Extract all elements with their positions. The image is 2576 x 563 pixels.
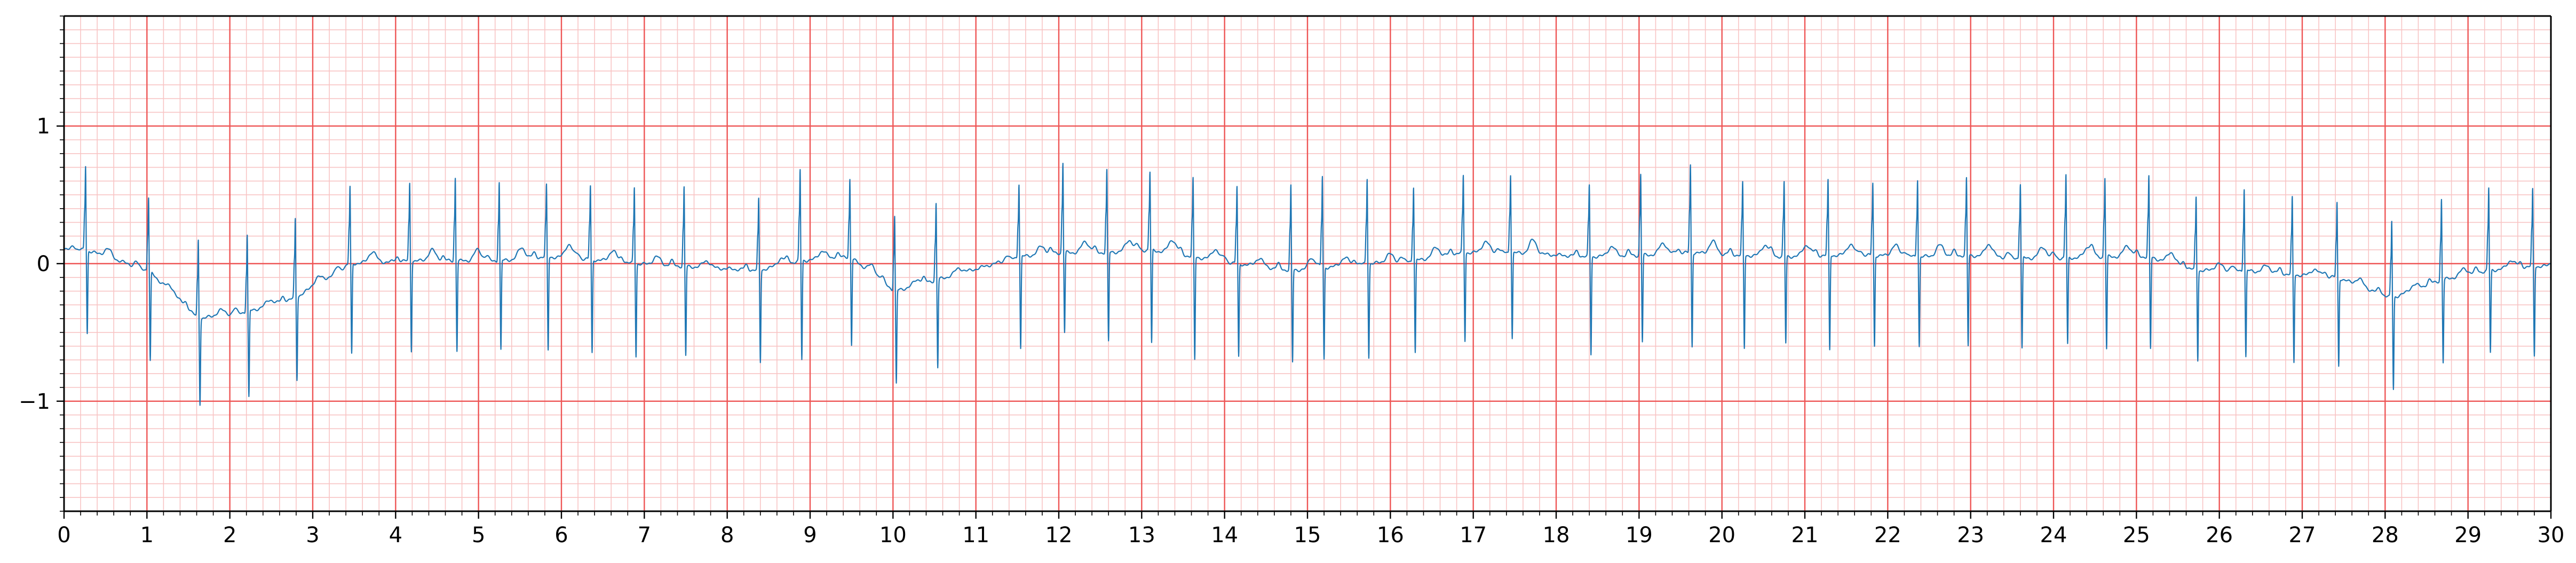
x-tick-label: 29: [2454, 523, 2482, 548]
x-tick-label: 11: [962, 523, 989, 548]
x-tick-label: 14: [1211, 523, 1238, 548]
x-tick-label: 10: [879, 523, 907, 548]
x-tick-label: 20: [1708, 523, 1735, 548]
x-tick-label: 16: [1377, 523, 1404, 548]
x-tick-label: 12: [1045, 523, 1073, 548]
x-tick-label: 4: [389, 523, 402, 548]
x-tick-label: 27: [2289, 523, 2316, 548]
ecg-series-line: [64, 163, 2551, 406]
ticks: [57, 15, 2552, 519]
x-tick-label: 26: [2206, 523, 2233, 548]
y-tick-label: −1: [19, 390, 50, 414]
x-tick-label: 24: [2040, 523, 2067, 548]
x-tick-label: 9: [803, 523, 817, 548]
x-tick-label: 0: [57, 523, 70, 548]
x-tick-label: 21: [1792, 523, 1819, 548]
tick-labels: 0 1 2 3 4 5 6 7 8 9 10 11 12 13 14 15 16 17 18 19 20 21 22 23 24…: [19, 114, 2564, 548]
x-tick-label: 30: [2538, 523, 2565, 548]
x-tick-label: 7: [638, 523, 651, 548]
x-tick-label: 17: [1460, 523, 1487, 548]
y-tick-label: 0: [37, 252, 50, 276]
x-tick-label: 3: [306, 523, 319, 548]
x-tick-label: 18: [1543, 523, 1570, 548]
x-tick-label: 8: [720, 523, 734, 548]
x-tick-label: 22: [1874, 523, 1901, 548]
x-tick-label: 19: [1626, 523, 1653, 548]
y-tick-label: 1: [37, 114, 50, 139]
x-tick-label: 1: [140, 523, 154, 548]
x-tick-label: 2: [223, 523, 236, 548]
x-tick-label: 13: [1128, 523, 1155, 548]
x-tick-label: 23: [1957, 523, 1984, 548]
ecg-trace: [64, 163, 2551, 406]
x-tick-label: 25: [2123, 523, 2150, 548]
x-tick-label: 5: [472, 523, 485, 548]
x-tick-label: 6: [554, 523, 568, 548]
x-tick-label: 15: [1294, 523, 1321, 548]
x-tick-label: 28: [2372, 523, 2399, 548]
